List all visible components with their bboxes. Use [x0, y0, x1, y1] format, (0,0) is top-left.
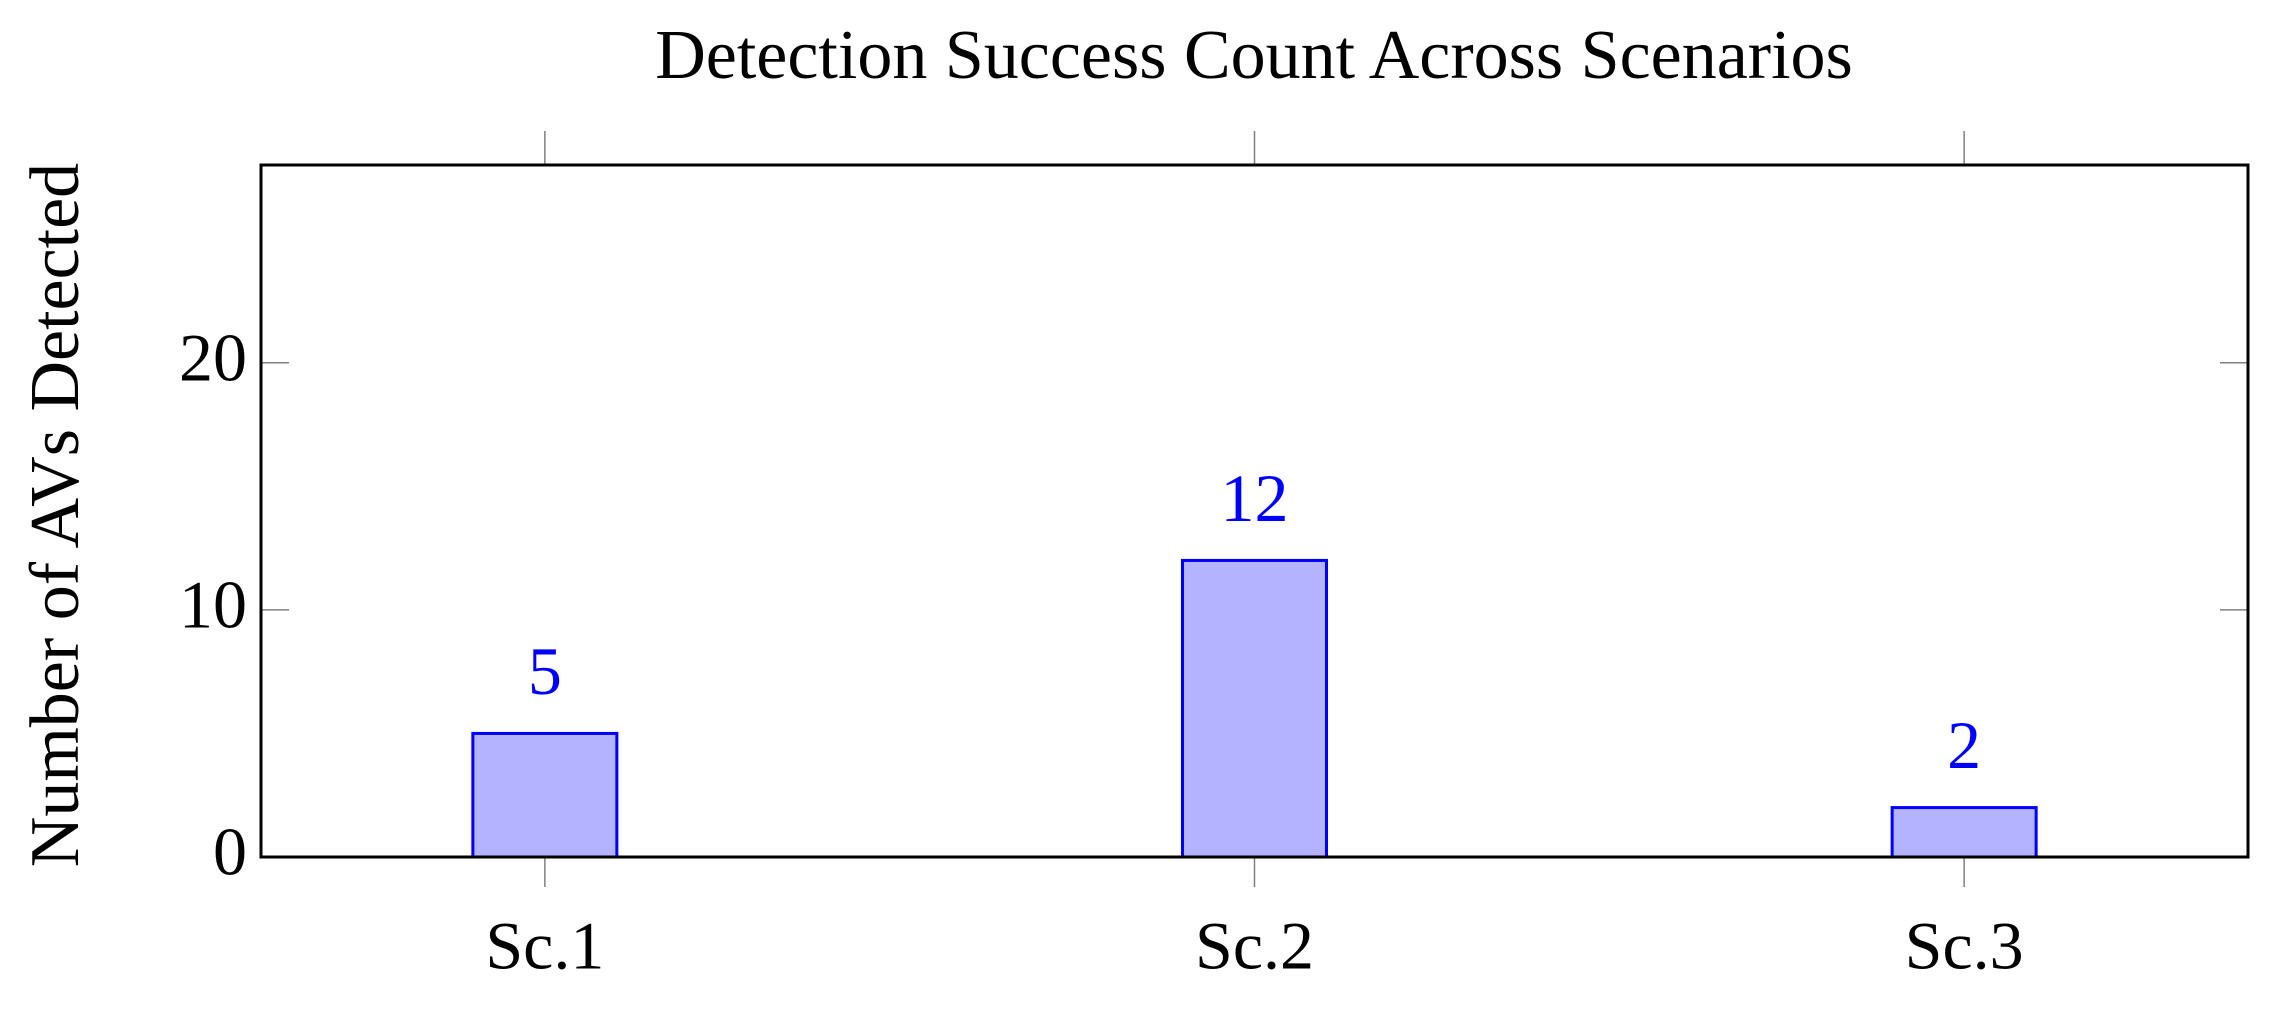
x-tick-label: Sc.2 — [1195, 908, 1314, 984]
y-tick-label: 10 — [179, 566, 247, 642]
value-label: 12 — [1221, 460, 1289, 536]
bar — [1890, 806, 2038, 859]
value-label: 5 — [528, 633, 562, 709]
y-axis-label: Number of AVs Detected — [17, 163, 94, 867]
chart-title: Detection Success Count Across Scenarios — [655, 17, 1853, 94]
value-label: 2 — [1947, 707, 1981, 783]
plot-frame — [259, 163, 2250, 859]
x-tick-label: Sc.3 — [1905, 908, 2024, 984]
bar — [1181, 558, 1328, 859]
x-tick-label: Sc.1 — [485, 908, 604, 984]
y-tick-label: 20 — [179, 319, 247, 395]
bar — [471, 731, 619, 859]
y-tick-label: 0 — [213, 814, 247, 890]
